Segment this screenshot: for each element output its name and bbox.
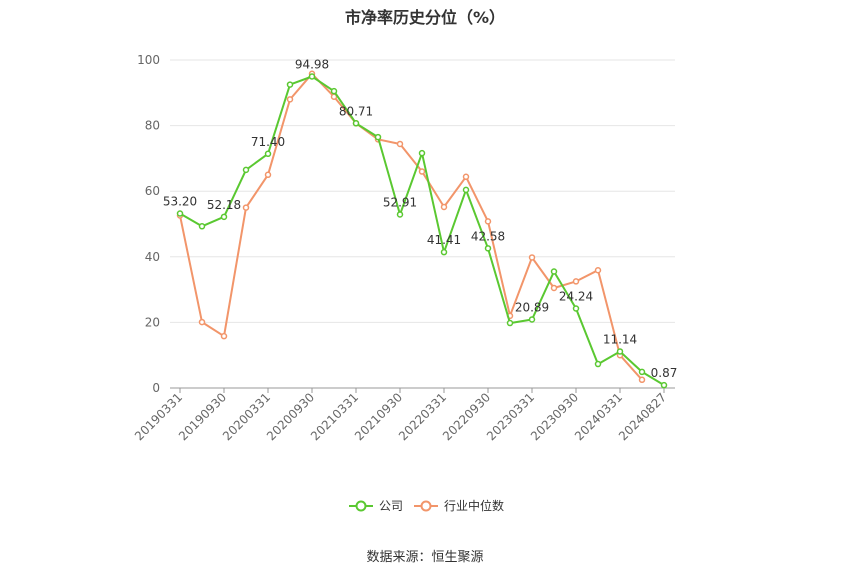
data-point xyxy=(264,171,272,179)
data-point xyxy=(242,166,250,174)
data-point xyxy=(616,348,624,355)
data-point xyxy=(528,254,536,261)
y-tick-label: 80 xyxy=(145,119,160,133)
data-point xyxy=(264,150,272,158)
data-point xyxy=(286,96,294,103)
axes: 0204060801002019033120190930202003312020… xyxy=(132,53,675,443)
data-point xyxy=(528,316,536,323)
series-line-1 xyxy=(179,72,643,381)
data-point xyxy=(440,248,448,256)
data-point xyxy=(462,173,470,181)
data-point xyxy=(198,318,206,326)
data-label: 80.71 xyxy=(339,104,373,118)
data-point xyxy=(462,186,470,194)
data-point xyxy=(594,266,602,274)
source-note: 数据来源：恒生聚源 xyxy=(366,550,484,565)
data-point xyxy=(396,211,404,218)
data-point xyxy=(484,218,492,225)
grid-lines xyxy=(170,59,675,323)
data-point xyxy=(198,223,206,230)
data-point xyxy=(594,360,602,368)
data-point xyxy=(242,204,250,211)
x-tick-label: 20240827 xyxy=(616,390,669,443)
data-point xyxy=(550,284,558,292)
data-point xyxy=(418,168,426,175)
chart-title: 市净率历史分位（%） xyxy=(344,8,506,27)
data-point xyxy=(638,376,646,384)
legend-marker-1 xyxy=(420,500,432,512)
data-point xyxy=(308,73,316,80)
legend-marker-0 xyxy=(355,500,367,512)
y-tick-label: 20 xyxy=(145,315,160,329)
data-label: 53.20 xyxy=(163,195,197,209)
y-tick-label: 0 xyxy=(152,381,160,395)
data-point xyxy=(550,268,558,275)
data-point xyxy=(396,140,404,148)
data-point xyxy=(506,319,514,327)
data-label: 0.87 xyxy=(651,366,678,380)
data-point xyxy=(660,381,668,389)
data-point xyxy=(638,368,646,376)
data-label: 42.58 xyxy=(471,229,505,243)
data-point xyxy=(220,332,228,340)
data-label: 94.98 xyxy=(295,57,329,71)
data-point xyxy=(352,120,360,127)
data-point xyxy=(418,149,426,157)
data-label: 52.91 xyxy=(383,195,417,209)
data-label: 24.24 xyxy=(559,289,593,303)
data-point xyxy=(330,87,338,95)
data-point xyxy=(220,213,228,221)
data-labels: 53.20 52.18 71.40 94.98 80.71 52.91 41.41 42.58… xyxy=(163,57,678,380)
legend-label-1: 行业中位数 xyxy=(444,498,504,513)
data-label: 20.89 xyxy=(515,300,549,314)
series-lines xyxy=(176,70,668,389)
y-tick-label: 60 xyxy=(145,184,160,198)
data-point xyxy=(374,133,382,141)
data-label: 52.18 xyxy=(207,198,241,212)
data-point xyxy=(440,203,448,211)
series-line-0 xyxy=(179,75,665,386)
data-label: 71.40 xyxy=(251,135,285,149)
data-point xyxy=(572,278,580,285)
data-point xyxy=(176,210,184,217)
y-tick-label: 100 xyxy=(137,53,160,67)
legend[interactable]: 公司 行业中位数 xyxy=(349,498,504,513)
data-point xyxy=(572,305,580,312)
legend-label-0: 公司 xyxy=(379,499,403,513)
data-label: 41.41 xyxy=(427,233,461,247)
data-point xyxy=(286,81,294,88)
data-label: 11.14 xyxy=(603,332,637,346)
y-tick-label: 40 xyxy=(145,250,160,264)
data-point xyxy=(484,245,492,252)
